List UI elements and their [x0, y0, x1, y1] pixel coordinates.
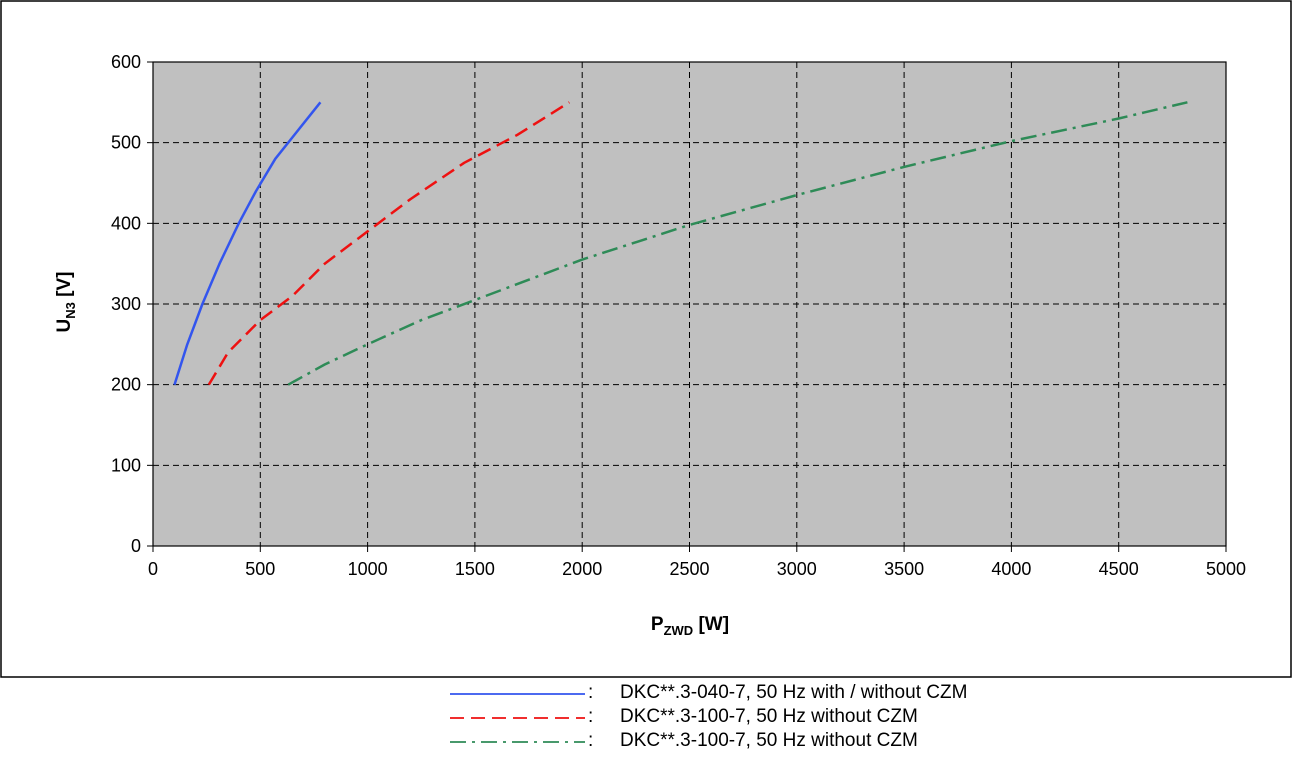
x-axis-title: PZWD [W]: [651, 614, 729, 638]
legend-separator: :: [588, 706, 594, 727]
y-tick-label: 500: [111, 133, 141, 153]
y-tick-label: 100: [111, 455, 141, 475]
series-layer: [173, 101, 1188, 386]
legend-swatch-3: [450, 741, 585, 743]
x-tick-label: 4500: [1099, 559, 1139, 579]
legend-separator: :: [588, 730, 594, 751]
legend-swatch-2: [450, 717, 585, 719]
gridlines: [153, 62, 1226, 546]
x-tick-label: 0: [148, 559, 158, 579]
legend-entry-1: : DKC**.3-040-7, 50 Hz with / without CZ…: [440, 681, 1260, 705]
y-tick-label: 200: [111, 375, 141, 395]
legend-swatch-1: [450, 693, 585, 695]
x-tick-label: 3500: [884, 559, 924, 579]
x-tick-label: 1500: [455, 559, 495, 579]
y-axis-title: UN3 [V]: [54, 272, 78, 333]
x-tick-label: 4000: [991, 559, 1031, 579]
series-line-3: [287, 101, 1188, 386]
y-tick-label: 0: [131, 536, 141, 556]
legend-entry-3: : DKC**.3-100-7, 50 Hz without CZM: [440, 729, 1260, 753]
series-line-1: [173, 101, 322, 386]
x-tick-label: 5000: [1206, 559, 1246, 579]
legend-label-3: DKC**.3-100-7, 50 Hz without CZM: [620, 730, 918, 751]
chart-frame: 0 500 1000 1500 2000 2500 3000 3500 4000 4500 5000…: [0, 0, 1292, 678]
legend-separator: :: [588, 682, 594, 703]
y-tick-label: 600: [111, 52, 141, 72]
series-line-2: [207, 101, 570, 386]
x-tick-label: 2000: [562, 559, 602, 579]
legend-label-1: DKC**.3-040-7, 50 Hz with / without CZM: [620, 682, 968, 703]
legend-label-2: DKC**.3-100-7, 50 Hz without CZM: [620, 706, 918, 727]
legend: : DKC**.3-040-7, 50 Hz with / without CZ…: [440, 681, 1260, 753]
x-tick-label: 1000: [348, 559, 388, 579]
x-tick-label: 2500: [669, 559, 709, 579]
y-tick-label: 300: [111, 294, 141, 314]
y-tick-label: 400: [111, 213, 141, 233]
x-tick-label: 500: [245, 559, 275, 579]
legend-entry-2: : DKC**.3-100-7, 50 Hz without CZM: [440, 705, 1260, 729]
axis-ticks: 0 500 1000 1500 2000 2500 3000 3500 4000 4500 5000…: [111, 52, 1246, 579]
x-tick-label: 3000: [777, 559, 817, 579]
